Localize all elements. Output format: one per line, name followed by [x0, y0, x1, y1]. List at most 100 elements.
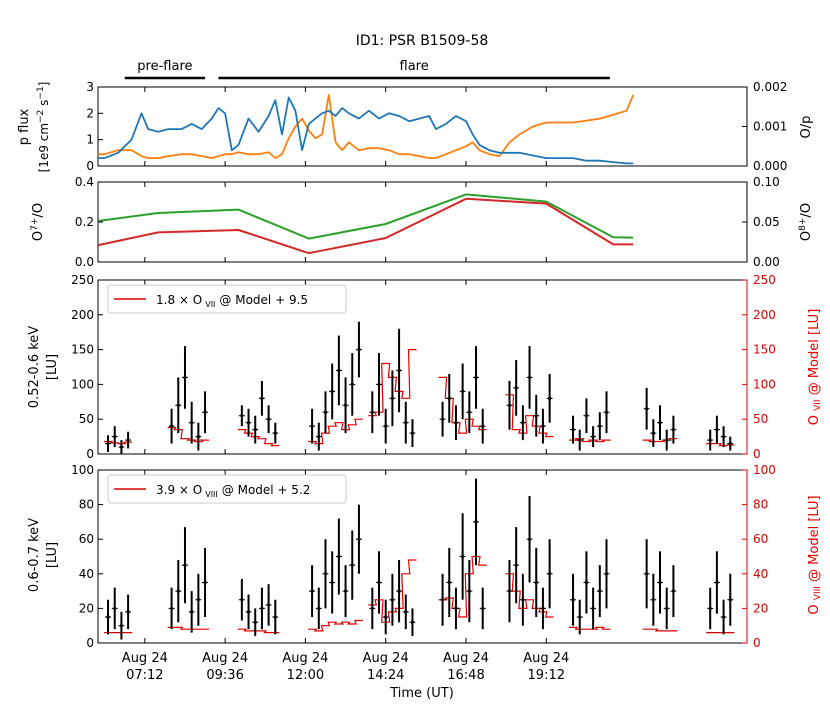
- o7-point: [126, 438, 130, 442]
- figure-title: ID1: PSR B1509-58: [356, 33, 489, 49]
- o7-point: [267, 417, 271, 421]
- o8-panel: 0 20 40 60 80 100 0 20 40 60 80 100: [71, 463, 776, 650]
- o8-point: [454, 606, 458, 611]
- x-tick-label-time: 19:12: [528, 668, 565, 683]
- x-tick-label-date: Aug 24: [122, 651, 168, 666]
- o7-model-step: [167, 427, 210, 443]
- o8-point: [404, 610, 408, 614]
- o7-point: [571, 428, 575, 432]
- o7-point: [310, 424, 314, 428]
- flux-panel: 0 1 2 3 0.000 0.001 0.002: [86, 80, 787, 173]
- o8-left-tick-label: 100: [71, 463, 94, 477]
- o7-point: [260, 396, 264, 400]
- o8-point: [337, 554, 341, 559]
- o7-model-step: [308, 418, 363, 445]
- o7-right-tick-label: 0: [753, 447, 761, 461]
- o8-point: [461, 554, 465, 559]
- o8-point: [481, 606, 485, 611]
- o8-point: [604, 572, 609, 576]
- o7-right-tick-label: 250: [753, 273, 776, 287]
- o7-point: [343, 403, 348, 407]
- o7-left-tick-label: 100: [71, 377, 94, 391]
- o7-point: [671, 428, 676, 432]
- o8-model-step: [308, 619, 363, 632]
- o7-point: [169, 424, 174, 428]
- flux-ylabel-right: O/p: [799, 116, 814, 139]
- o8-point: [370, 606, 374, 611]
- o8-model-step: [237, 628, 280, 634]
- flux-right-tick-label: 0.002: [753, 80, 787, 94]
- o8-point: [169, 606, 174, 611]
- o7-point: [113, 435, 117, 439]
- o8-model-step: [438, 555, 487, 618]
- o8-left-tick-label: 60: [79, 532, 94, 546]
- o7-legend-label: 1.8 × O VII @ Model + 9.5: [156, 293, 308, 309]
- x-tick-label-date: Aug 24: [443, 651, 489, 666]
- o8-point: [571, 598, 575, 602]
- o7-point: [521, 421, 525, 425]
- o8-point: [113, 606, 117, 611]
- o7-point: [578, 438, 582, 442]
- o8-legend-label: 3.9 × O VIII @ Model + 5.2: [156, 483, 310, 499]
- p-flux-line: [98, 96, 634, 165]
- o7-point: [651, 431, 655, 435]
- o8-point: [474, 520, 478, 524]
- o7-point: [397, 368, 401, 373]
- o7-left-tick-label: 50: [79, 412, 94, 426]
- o7-point: [337, 368, 341, 373]
- o8-point: [598, 589, 602, 593]
- o8-point: [323, 572, 328, 576]
- x-tick-label-time: 09:36: [206, 668, 243, 683]
- o8-point: [578, 615, 582, 619]
- o8-point: [310, 589, 314, 593]
- o8-ylabel-line2: [LU]: [45, 542, 60, 568]
- o8-point: [440, 598, 445, 602]
- o7-point: [323, 410, 328, 414]
- o8-point: [584, 580, 589, 585]
- o7-point: [584, 414, 589, 418]
- o7-point: [384, 424, 388, 428]
- o8-point: [330, 580, 334, 585]
- o-over-p-line: [98, 94, 635, 160]
- o8-point: [190, 610, 194, 614]
- o8-point: [246, 610, 251, 614]
- o8-point: [534, 580, 538, 585]
- o7-point: [330, 389, 334, 393]
- flux-right-tick-label: 0.001: [753, 120, 787, 134]
- flux-left-tick-label: 3: [86, 80, 94, 94]
- o7-point: [196, 435, 200, 439]
- flux-left-tick-label: 1: [86, 133, 94, 147]
- o8-right-tick-label: 0: [753, 636, 761, 650]
- o8-point: [521, 598, 525, 602]
- o7-point: [461, 389, 465, 393]
- o8-point: [273, 615, 277, 619]
- o8-point: [384, 615, 388, 619]
- o8-point: [715, 580, 719, 585]
- charge-ylabel-left: O7+/O: [30, 203, 46, 241]
- o7-point: [481, 424, 485, 428]
- o7-point: [598, 424, 602, 428]
- o7-point: [541, 424, 545, 428]
- o7-point: [357, 348, 361, 352]
- x-tick-label-time: 16:48: [447, 668, 484, 683]
- o8-point: [253, 620, 257, 624]
- charge-frame: [97, 181, 748, 263]
- o8-point: [397, 589, 401, 593]
- o8-point: [728, 598, 732, 602]
- o7-point: [390, 396, 394, 400]
- o7-point: [273, 431, 277, 435]
- o8-point: [390, 598, 394, 602]
- charge-ylabel-right: O8+/O: [798, 203, 814, 241]
- o8-point: [203, 580, 207, 585]
- x-tick-label-date: Aug 24: [202, 651, 248, 666]
- o8-left-tick-label: 0: [86, 636, 94, 650]
- o7-ylabel-right: O VII @ Model [LU]: [807, 309, 823, 426]
- o8-point: [507, 589, 512, 593]
- o7-legend: 1.8 × O VII @ Model + 9.5: [107, 284, 347, 314]
- o7-point: [440, 417, 445, 421]
- o8-model-step: [505, 573, 554, 618]
- o8-point: [651, 598, 655, 602]
- o8-point: [176, 589, 180, 593]
- o7-model-step: [569, 438, 611, 443]
- o8-point: [267, 603, 271, 607]
